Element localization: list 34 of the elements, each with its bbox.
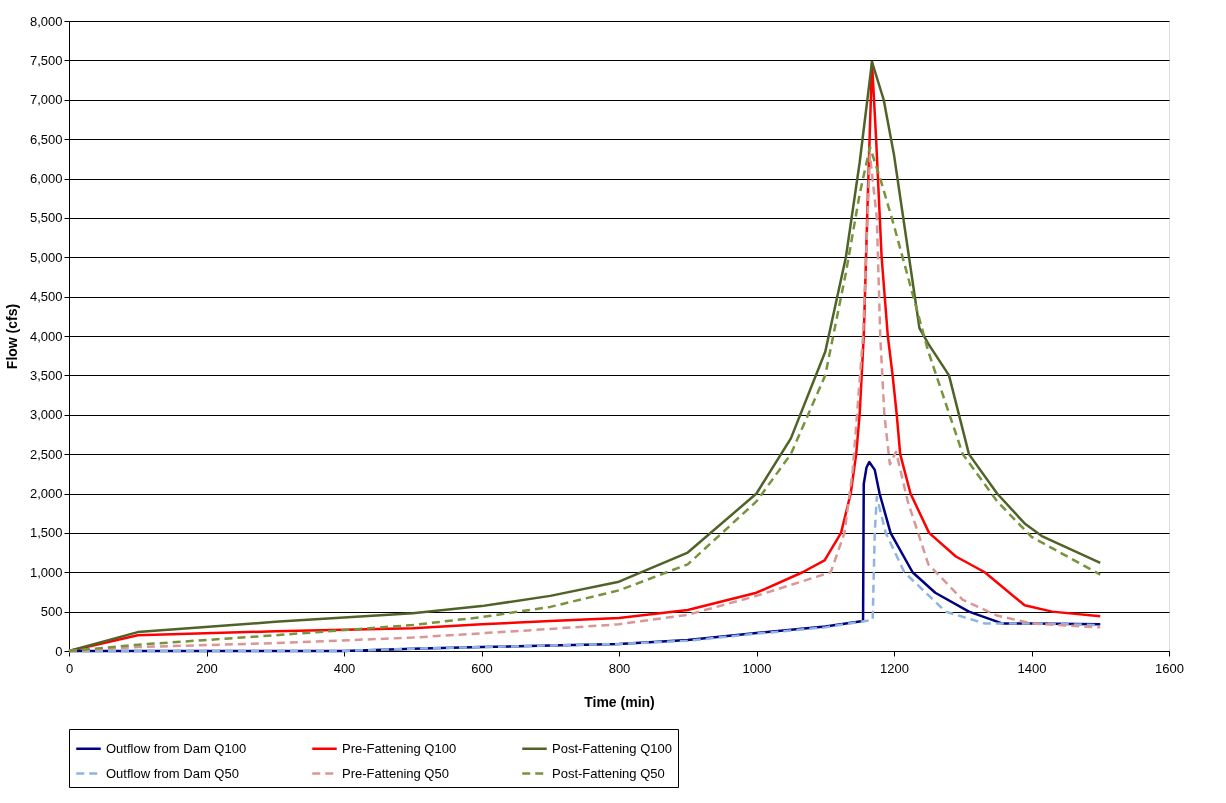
y-tick-label: 1,500: [29, 525, 63, 541]
y-tick-label: 6,000: [29, 171, 63, 186]
y-tick-label: 2,000: [29, 486, 63, 501]
x-tick-label: 800: [608, 660, 631, 676]
y-tick-label: 4,000: [29, 328, 63, 344]
x-tick-label: 1400: [1017, 660, 1047, 676]
legend-label: Pre-Fattening Q50: [342, 765, 449, 781]
x-axis-title: Time (min): [584, 693, 655, 710]
y-tick-label: 7,500: [29, 52, 63, 68]
x-tick-label: 0: [65, 660, 74, 676]
y-tick-label: 5,000: [29, 249, 63, 265]
y-tick-label: 7,000: [29, 92, 63, 108]
y-tick-label: 0: [55, 643, 63, 659]
y-tick-label: 500: [40, 604, 63, 620]
legend-label: Outflow from Dam Q100: [106, 740, 247, 756]
y-tick-label: 2,500: [29, 446, 63, 462]
y-tick-label: 6,500: [29, 131, 63, 147]
legend-label: Post-Fattening Q100: [552, 740, 672, 756]
x-tick-label: 200: [196, 660, 218, 676]
x-tick-label: 1200: [880, 660, 909, 676]
y-tick-label: 1,000: [29, 564, 63, 580]
y-tick-label: 8,000: [29, 13, 63, 29]
x-tick-label: 1000: [742, 660, 772, 676]
y-axis-title: Flow (cfs): [3, 303, 20, 370]
x-tick-label: 1600: [1155, 660, 1184, 676]
y-tick-label: 3,000: [29, 407, 63, 423]
y-tick-label: 4,500: [29, 289, 63, 305]
legend-label: Outflow from Dam Q50: [106, 765, 239, 781]
legend-label: Pre-Fattening Q100: [342, 740, 457, 756]
legend-label: Post-Fattening Q50: [552, 765, 665, 781]
x-tick-label: 600: [471, 660, 493, 676]
y-tick-label: 5,500: [29, 210, 63, 226]
y-tick-label: 3,500: [29, 367, 63, 383]
x-tick-label: 400: [333, 660, 356, 676]
